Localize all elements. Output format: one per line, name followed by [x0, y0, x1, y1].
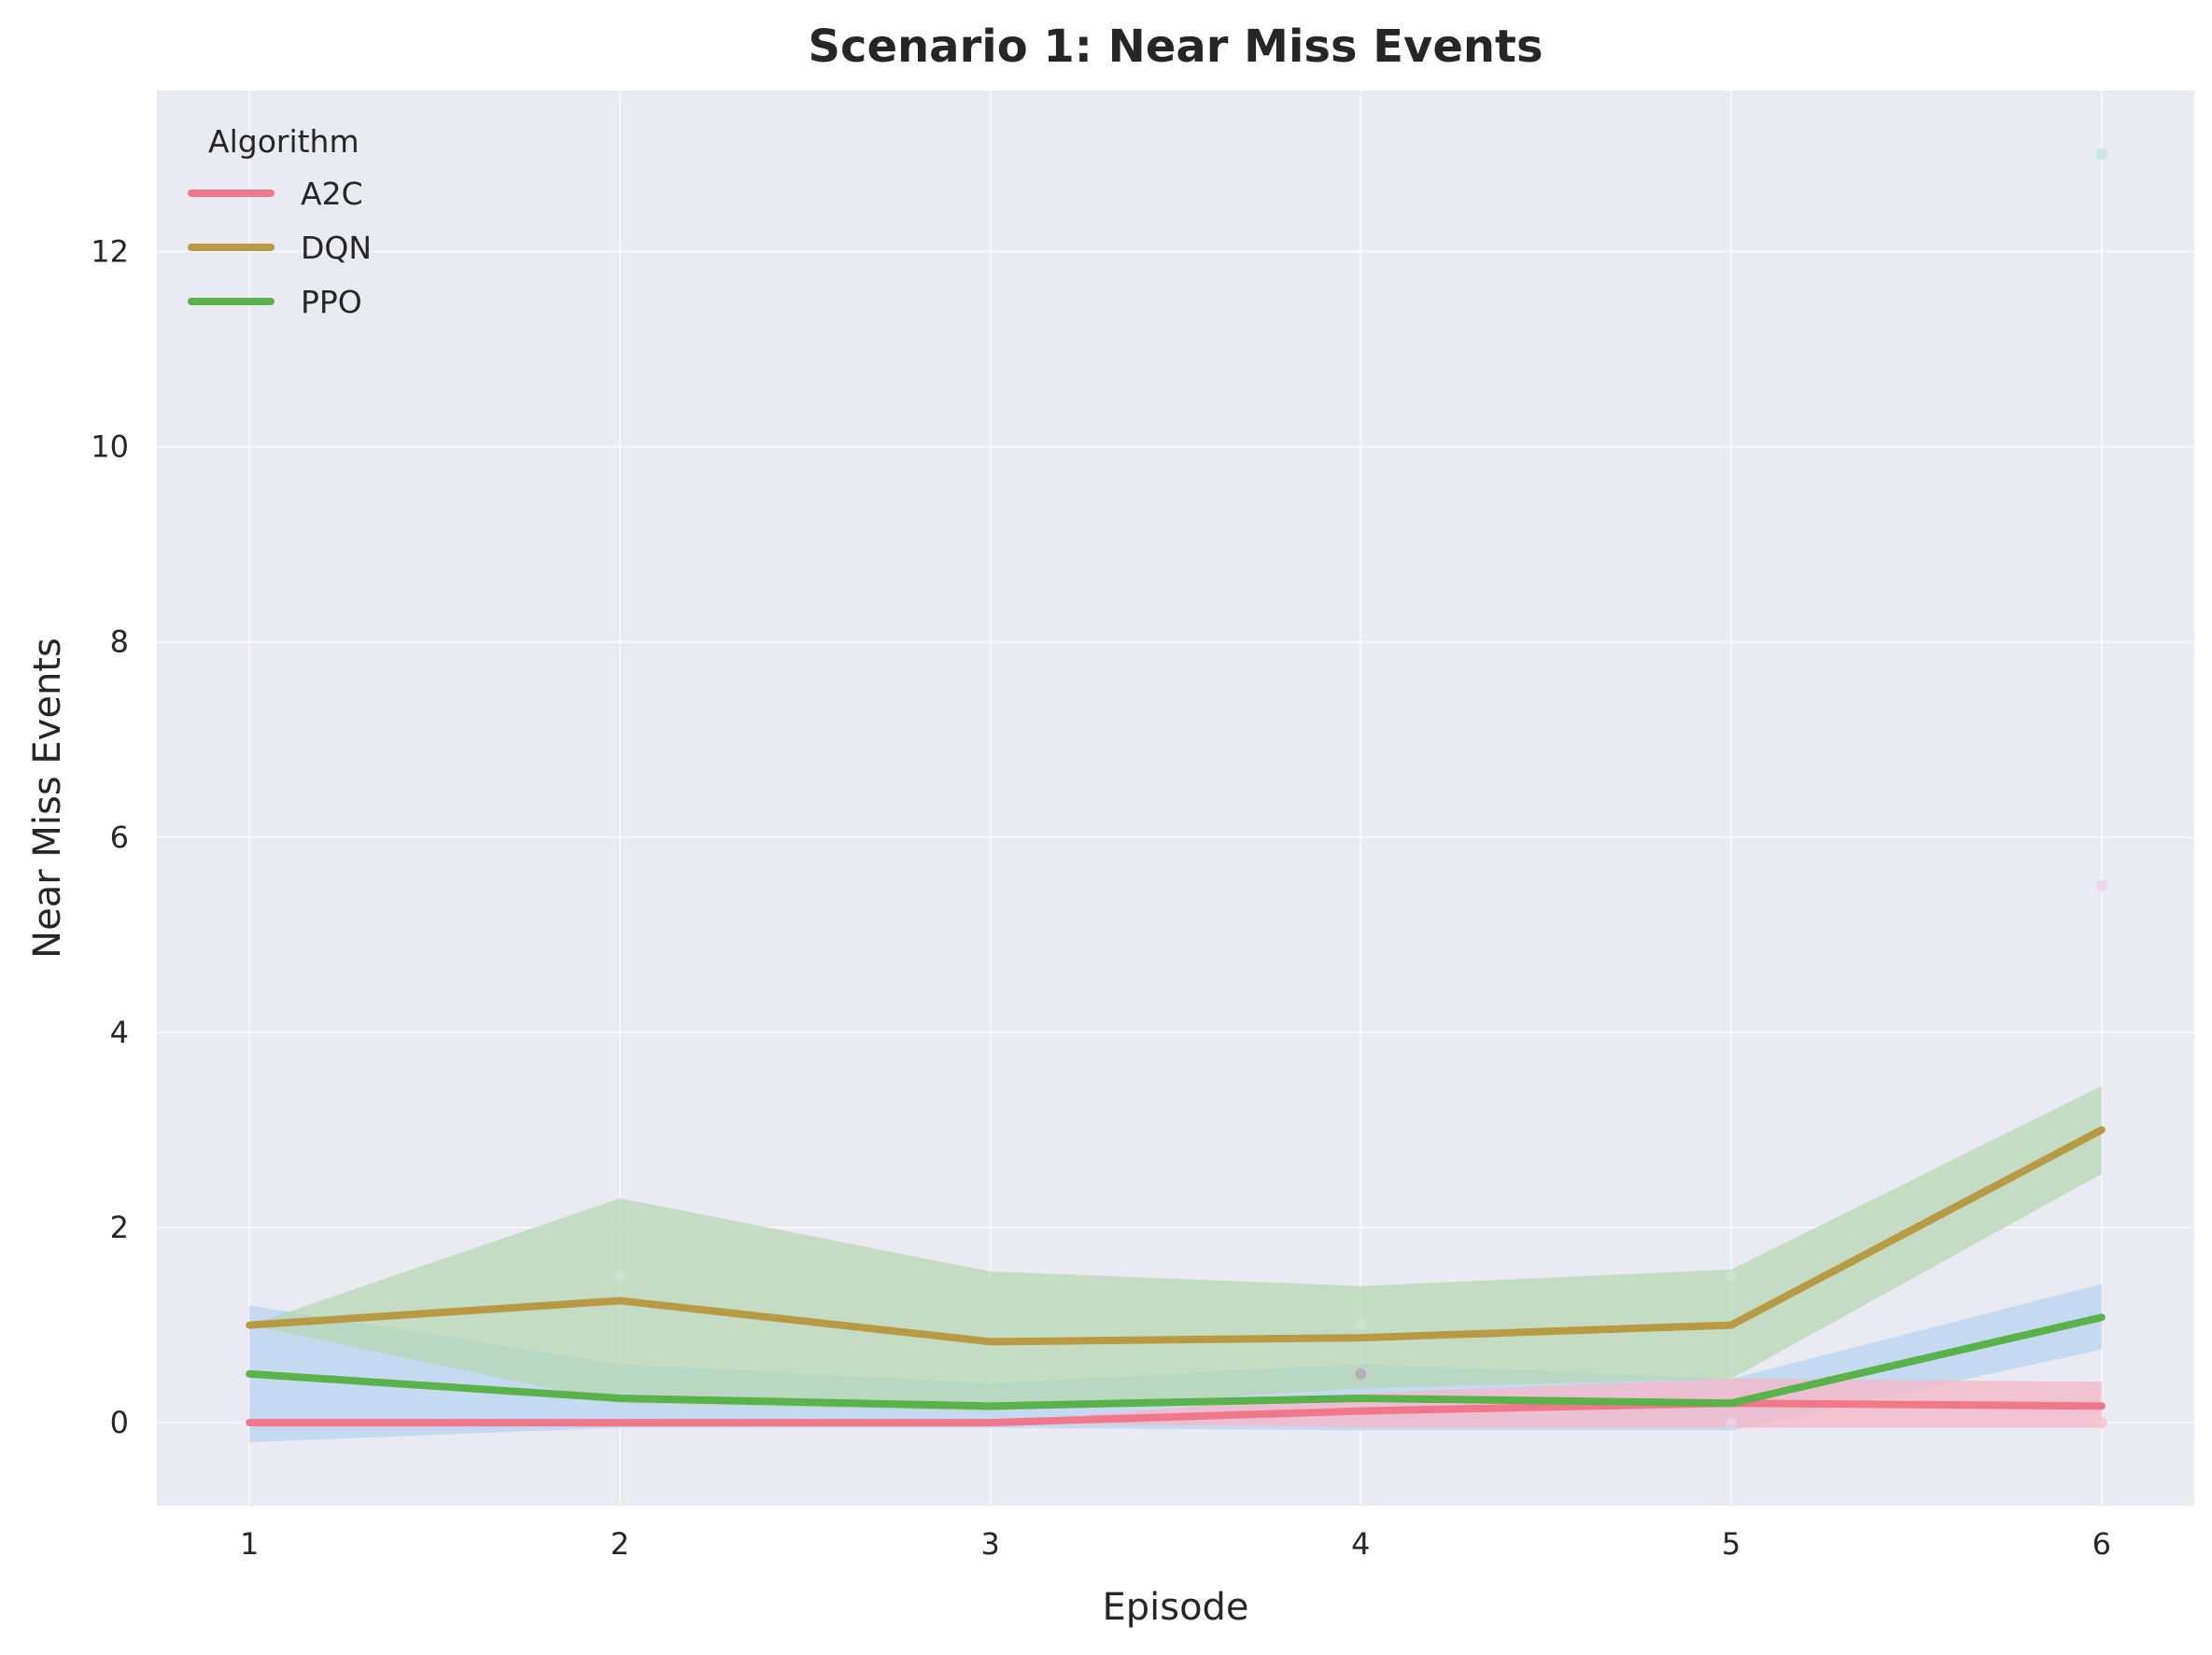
y-tick-label: 4 — [110, 1015, 129, 1050]
legend-title: Algorithm — [208, 123, 359, 160]
x-tick-label: 2 — [611, 1526, 629, 1562]
legend: Algorithm A2C DQN PPO — [188, 123, 372, 320]
x-axis-label: Episode — [1102, 1586, 1248, 1629]
y-tick-label: 2 — [110, 1210, 129, 1245]
legend-label-dqn: DQN — [301, 230, 372, 266]
chart-title: Scenario 1: Near Miss Events — [808, 21, 1543, 73]
scatter-point — [2095, 1417, 2107, 1429]
y-tick-label: 0 — [110, 1405, 129, 1440]
line-ppo — [246, 1313, 2106, 1410]
scatter-point — [2095, 147, 2107, 160]
scatter-point — [1726, 1417, 1738, 1429]
y-tick-label: 6 — [110, 820, 129, 855]
grid-lines — [157, 91, 2194, 1506]
x-tick-label: 4 — [1351, 1526, 1370, 1562]
scatter-point — [2095, 880, 2107, 892]
line-a2c — [246, 1399, 2106, 1427]
scatter-point — [1355, 1319, 1367, 1331]
line-dqn — [246, 1126, 2106, 1346]
legend-label-a2c: A2C — [301, 175, 363, 212]
y-tick-label: 8 — [110, 624, 129, 660]
x-tick-label: 1 — [240, 1526, 259, 1562]
x-tick-label: 6 — [2092, 1526, 2111, 1562]
band-a2c — [249, 1379, 2102, 1428]
scatter-point — [1355, 1367, 1367, 1380]
y-tick-label: 12 — [91, 234, 129, 270]
y-axis-label: Near Miss Events — [26, 638, 69, 959]
scatter-point — [1726, 1270, 1738, 1283]
scatter-point — [613, 1270, 626, 1283]
x-tick-label: 3 — [980, 1526, 999, 1562]
legend-label-ppo: PPO — [301, 284, 362, 320]
series-lines — [246, 1126, 2106, 1427]
scatter-points — [613, 147, 2107, 1429]
y-tick-label: 10 — [91, 429, 129, 465]
x-tick-label: 5 — [1722, 1526, 1740, 1562]
